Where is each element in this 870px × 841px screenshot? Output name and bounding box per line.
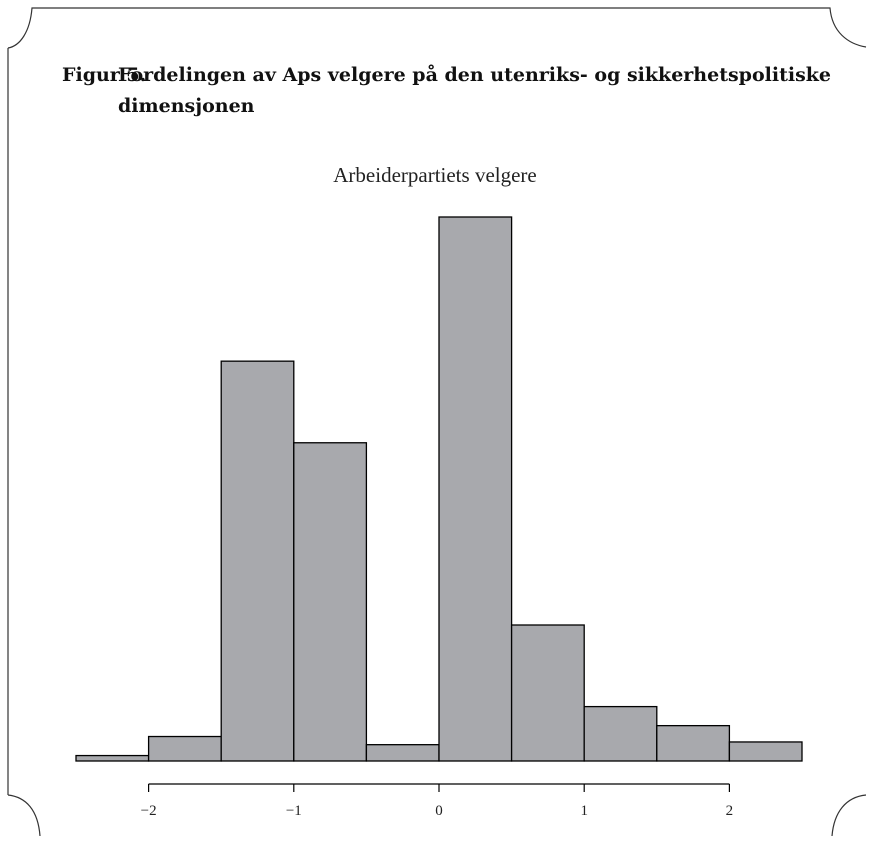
figure-number: Figur 5.	[62, 64, 147, 86]
x-tick-label: −2	[141, 803, 157, 819]
histogram-bar-6	[438, 216, 513, 762]
frame-corner-top-left	[7, 7, 867, 49]
x-tick-label: −1	[286, 803, 302, 819]
figure-caption-text: Fordelingen av Aps velgere på den utenri…	[118, 64, 832, 117]
histogram-bars	[75, 216, 803, 762]
x-axis: −2 −1 0 1 2	[141, 783, 734, 819]
frame-corner-bottom-left	[7, 794, 41, 837]
x-tick-label: 2	[726, 803, 734, 819]
figure-caption: Figur 5. Fordelingen av Aps velgere på d…	[62, 60, 852, 122]
frame-corner-bottom-right	[831, 794, 867, 837]
histogram-bar-1	[75, 754, 150, 762]
histogram-bar-2	[147, 735, 222, 762]
histogram-bar-3	[220, 360, 295, 762]
histogram-bar-10	[728, 741, 803, 762]
histogram-bar-9	[656, 724, 731, 762]
x-tick-label: 0	[435, 803, 443, 819]
histogram-bar-7	[510, 624, 585, 762]
chart-title: Arbeiderpartiets velgere	[333, 163, 537, 187]
histogram-bar-5	[365, 744, 440, 762]
histogram-bar-8	[583, 705, 658, 762]
histogram-bar-4	[293, 442, 368, 762]
x-tick-label: 1	[580, 803, 588, 819]
